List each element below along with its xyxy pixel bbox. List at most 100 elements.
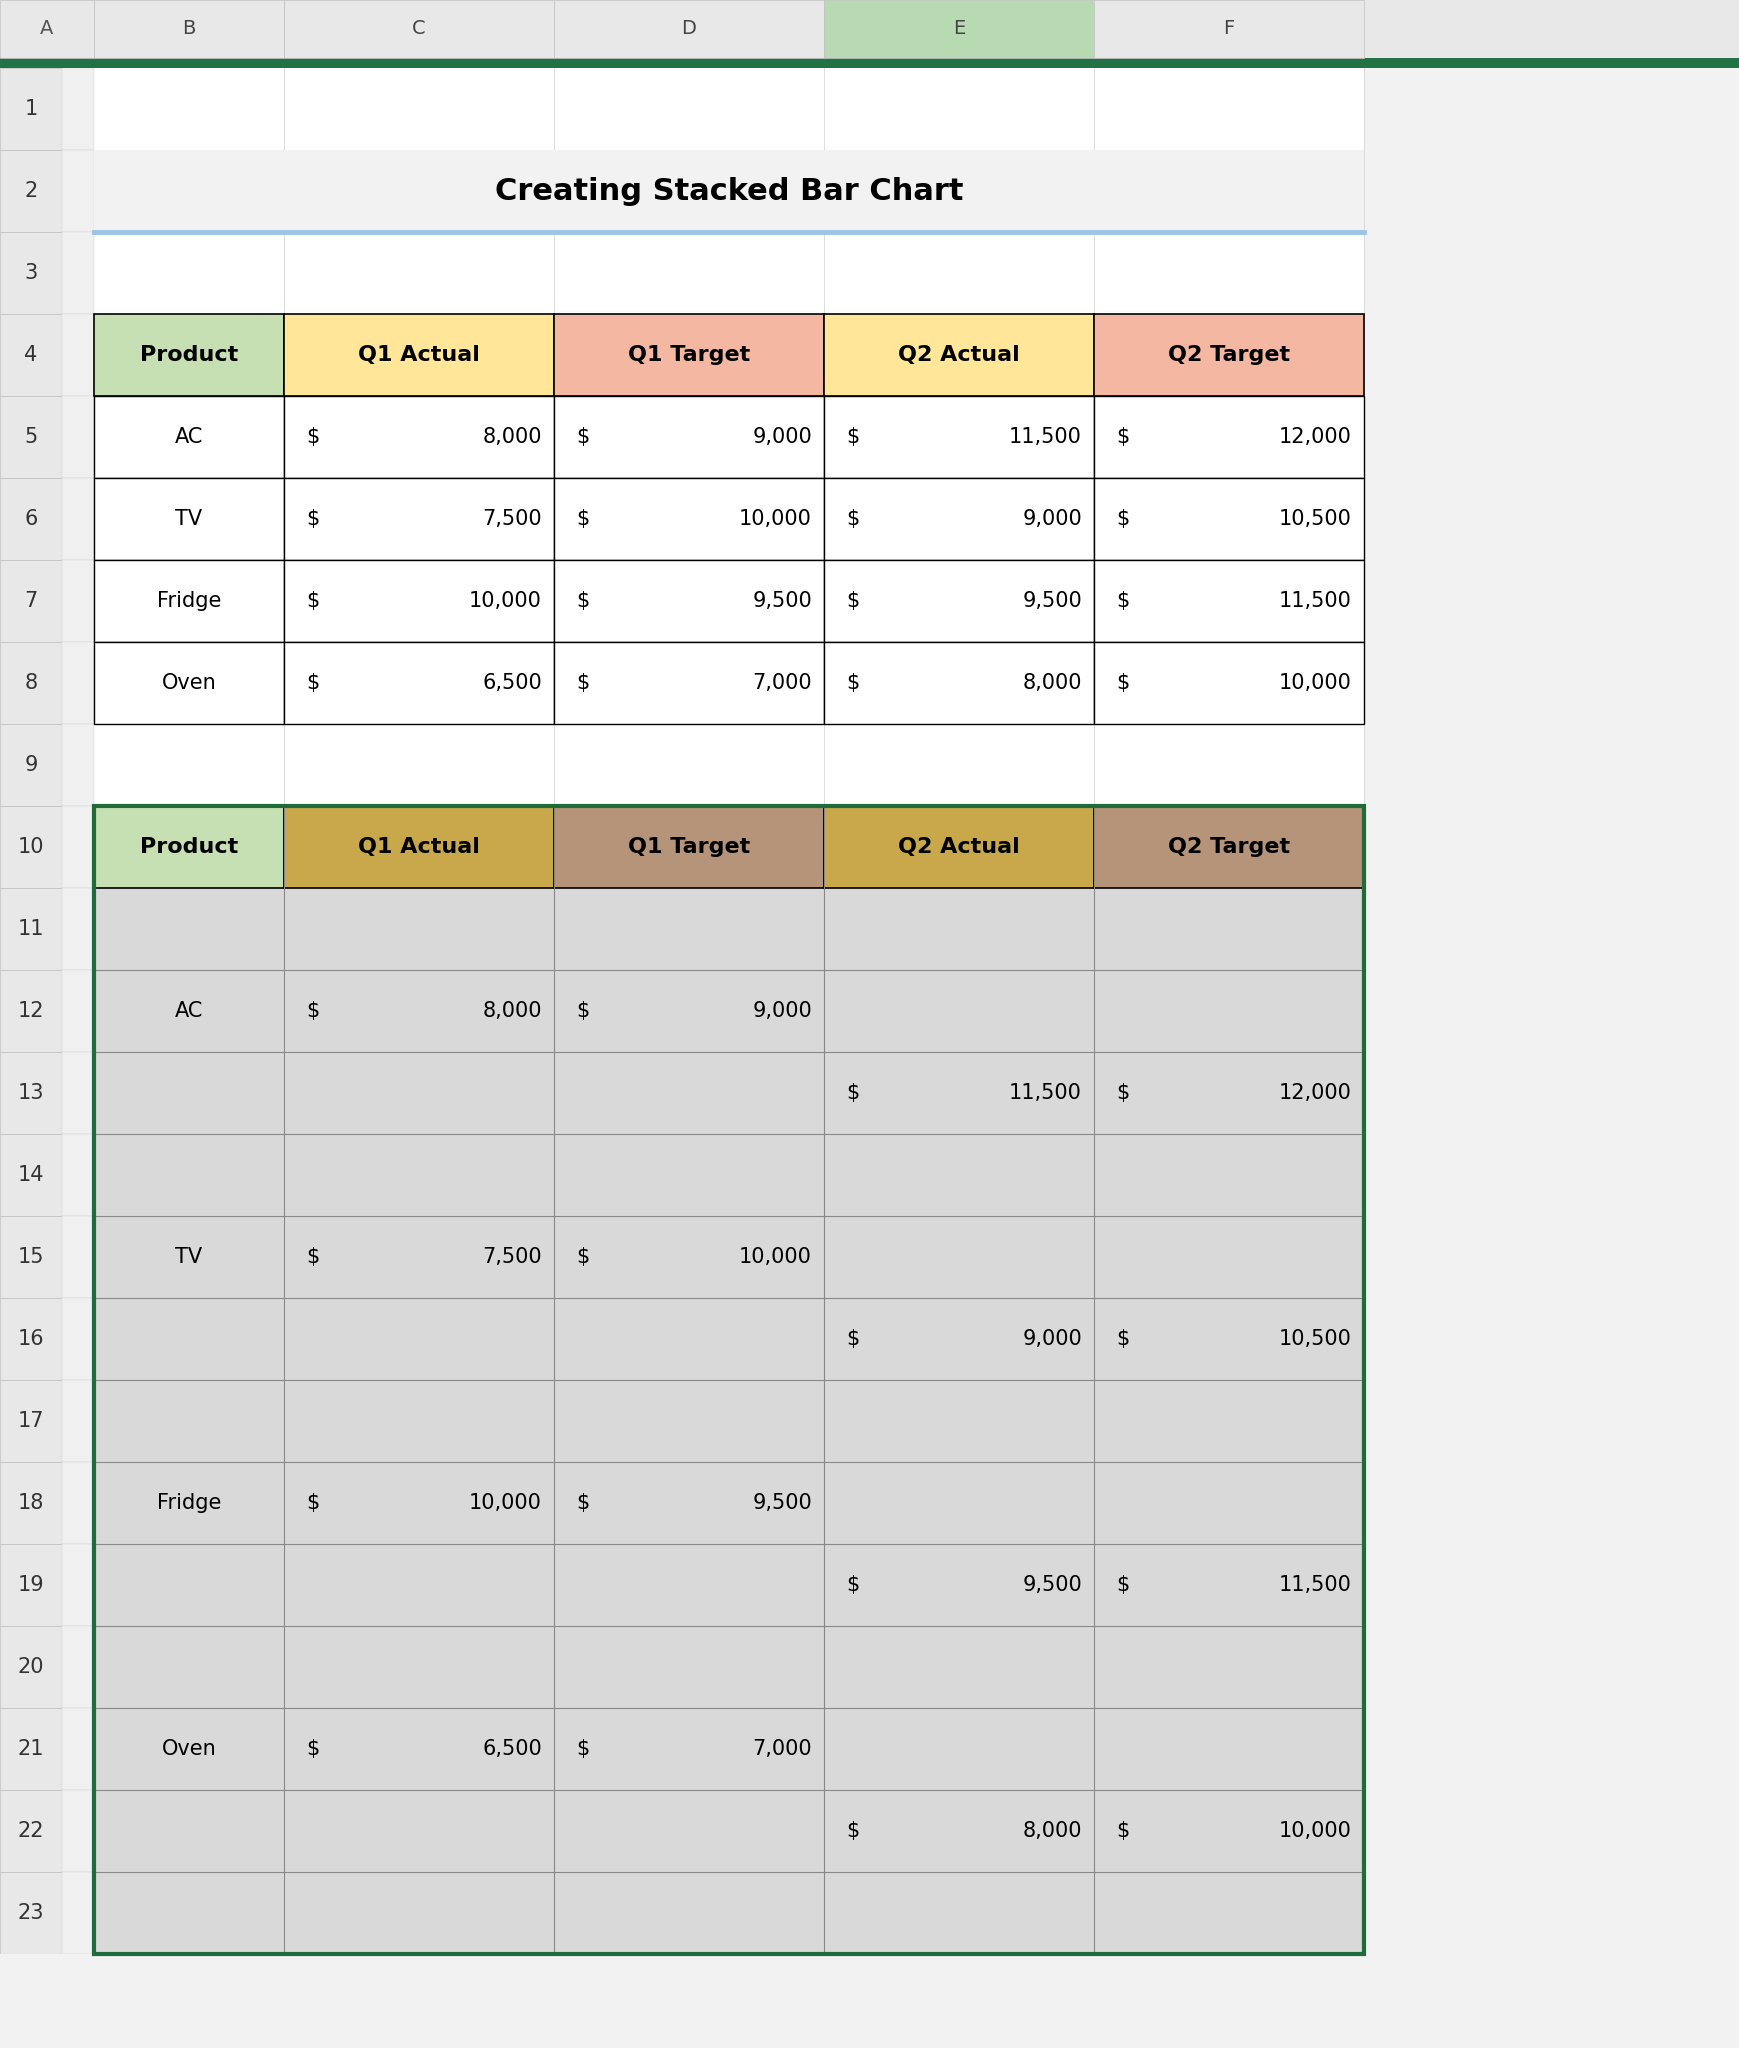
Bar [94,807,1363,1954]
Bar [0,1790,63,1872]
Bar [94,807,1363,889]
Bar [0,0,1739,68]
Bar [1094,395,1363,477]
Bar [283,559,555,641]
Text: $: $ [1116,1821,1129,1841]
Text: 9,000: 9,000 [1023,1329,1082,1350]
Bar [94,725,1363,807]
Text: 12: 12 [17,1001,43,1022]
Text: 9,500: 9,500 [753,592,812,610]
Text: $: $ [576,426,590,446]
Text: Q2 Actual: Q2 Actual [897,344,1019,365]
Bar [0,1298,63,1380]
Bar [94,1298,1363,1380]
Text: $: $ [845,510,859,528]
Text: $: $ [576,592,590,610]
Bar [63,1135,94,1217]
Bar [1094,807,1363,889]
Bar [283,313,555,395]
Bar [94,889,1363,971]
Bar [555,477,824,559]
Text: 9,500: 9,500 [1023,592,1082,610]
Text: $: $ [576,1001,590,1022]
Text: 7,500: 7,500 [482,1247,543,1268]
Text: Fridge: Fridge [157,1493,221,1513]
Text: 10,000: 10,000 [1280,674,1351,692]
Text: 11: 11 [17,920,43,938]
Bar [1094,641,1363,725]
Text: $: $ [845,1083,859,1104]
Bar [94,150,1363,231]
Bar [94,971,1363,1053]
Bar [63,807,94,889]
Text: 10,000: 10,000 [739,510,812,528]
Text: 19: 19 [17,1575,43,1595]
Text: AC: AC [176,1001,203,1022]
Text: Q2 Target: Q2 Target [1169,838,1290,856]
Bar [94,313,283,395]
Bar [0,1135,63,1217]
Bar [0,395,63,477]
Bar [94,1872,1363,1954]
Text: 3: 3 [24,262,38,283]
Text: 10,000: 10,000 [470,592,543,610]
Text: 15: 15 [17,1247,43,1268]
Bar [63,1626,94,1708]
Bar [555,0,824,57]
Text: 23: 23 [17,1903,43,1923]
Text: 7: 7 [24,592,38,610]
Text: 9,000: 9,000 [1023,510,1082,528]
Text: D: D [682,20,696,39]
Bar [0,1708,63,1790]
Text: $: $ [576,1247,590,1268]
Text: 14: 14 [17,1165,43,1186]
Text: 8,000: 8,000 [482,426,543,446]
Bar [94,68,1363,150]
Text: A: A [40,20,54,39]
Bar [0,1626,63,1708]
Bar [94,641,1363,725]
Text: Q2 Target: Q2 Target [1169,344,1290,365]
Bar [94,395,283,477]
Text: F: F [1223,20,1235,39]
Text: $: $ [306,592,320,610]
Bar [0,1217,63,1298]
Bar [555,807,824,889]
Bar [94,807,1363,1954]
Text: Oven: Oven [162,1739,216,1759]
Bar [94,477,1363,559]
Bar [0,1872,63,1954]
Text: 6,500: 6,500 [482,1739,543,1759]
Bar [0,0,94,57]
Bar [94,313,1363,395]
Text: 7,500: 7,500 [482,510,543,528]
Bar [63,1298,94,1380]
Text: 10,000: 10,000 [739,1247,812,1268]
Text: 12,000: 12,000 [1280,1083,1351,1104]
Bar [1363,68,1739,2048]
Bar [63,395,94,477]
Text: 8,000: 8,000 [1023,1821,1082,1841]
Text: 10,000: 10,000 [1280,1821,1351,1841]
Text: $: $ [1116,1575,1129,1595]
Text: 4: 4 [24,344,38,365]
Text: 9,500: 9,500 [1023,1575,1082,1595]
Text: 11,500: 11,500 [1009,426,1082,446]
Bar [555,313,824,395]
Text: TV: TV [176,1247,202,1268]
Bar [0,1053,63,1135]
Text: 8,000: 8,000 [482,1001,543,1022]
Bar [63,231,94,313]
Text: TV: TV [176,510,202,528]
Bar [555,395,824,477]
Bar [94,477,283,559]
Bar [555,559,824,641]
Text: 6: 6 [24,510,38,528]
Bar [283,807,555,889]
Text: $: $ [1116,1083,1129,1104]
Bar [94,0,283,57]
Bar [94,807,283,889]
Text: $: $ [576,1493,590,1513]
Text: 8,000: 8,000 [1023,674,1082,692]
Bar [63,1217,94,1298]
